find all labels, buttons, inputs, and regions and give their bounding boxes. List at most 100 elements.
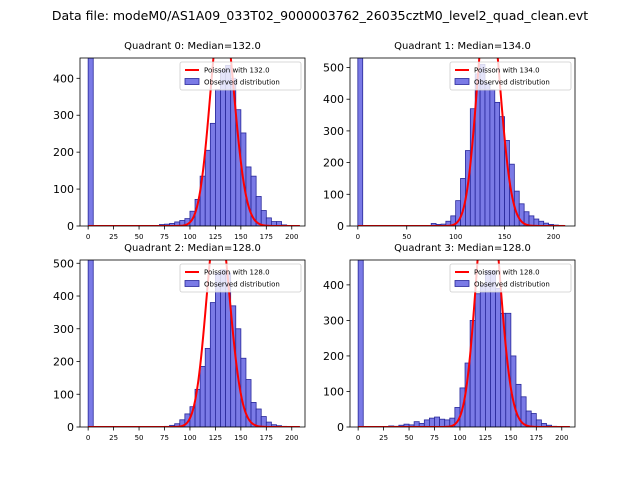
y-tick-label: 500 bbox=[53, 257, 74, 270]
subplot-quadrant-2: 0 25 50 75 100 125 150 175 200 0 100 200 300 400 500 Qu… bbox=[53, 243, 306, 442]
legend-box bbox=[179, 263, 302, 293]
x-tick-label: 0 bbox=[86, 233, 90, 241]
y-tick-label: 300 bbox=[323, 314, 344, 327]
histogram-bar bbox=[260, 210, 267, 226]
histogram-bar bbox=[530, 413, 537, 427]
x-tick-label: 125 bbox=[479, 434, 492, 442]
histogram-bar bbox=[429, 417, 435, 427]
histogram-bar bbox=[434, 416, 440, 427]
histogram-bar bbox=[240, 357, 247, 427]
y-tick-label: 100 bbox=[323, 385, 344, 398]
legend-box bbox=[449, 263, 572, 293]
subplot-quadrant-0: 0 25 50 75 100 125 150 175 200 0 100 200 300 400 Quadr… bbox=[53, 41, 306, 241]
histogram-bar bbox=[199, 366, 206, 427]
histogram-bar bbox=[209, 302, 216, 427]
y-tick-label: 400 bbox=[53, 290, 74, 303]
x-tick-label: 200 bbox=[547, 233, 560, 241]
legend-label-poisson: Poisson with 128.0 bbox=[474, 269, 540, 277]
x-tick-label: 150 bbox=[504, 434, 517, 442]
x-tick-label: 100 bbox=[449, 233, 462, 241]
legend-bar-swatch bbox=[184, 280, 200, 287]
x-tick-label: 100 bbox=[183, 434, 196, 442]
histogram-bar bbox=[215, 272, 221, 427]
x-tick-label: 75 bbox=[160, 233, 169, 241]
y-tick-label: 300 bbox=[53, 109, 74, 122]
x-tick-label: 150 bbox=[234, 434, 247, 442]
x-tick-label: 200 bbox=[285, 434, 298, 442]
legend-label-observed: Observed distribution bbox=[474, 281, 550, 289]
x-tick-label: 25 bbox=[379, 434, 388, 442]
x-tick-label: 75 bbox=[160, 434, 169, 442]
histogram-bar bbox=[474, 293, 481, 427]
subplot-title: Quadrant 0: Median=132.0 bbox=[124, 41, 261, 52]
histogram-bar-zero-spike bbox=[357, 58, 364, 226]
histogram-bar bbox=[255, 408, 262, 427]
x-tick-label: 50 bbox=[135, 233, 144, 241]
y-tick-label: 200 bbox=[323, 157, 344, 170]
x-tick-label: 0 bbox=[356, 233, 360, 241]
subplot-title: Quadrant 3: Median=128.0 bbox=[394, 243, 531, 254]
legend: Poisson with 128.0 Observed distribution bbox=[449, 263, 572, 293]
legend: Poisson with 134.0 Observed distribution bbox=[449, 61, 572, 91]
legend-label-poisson: Poisson with 128.0 bbox=[204, 269, 270, 277]
histogram-bar bbox=[489, 89, 496, 226]
histogram-bar bbox=[495, 288, 502, 427]
histogram-bar bbox=[439, 418, 446, 427]
histogram-bar bbox=[484, 82, 491, 226]
axes-frame bbox=[79, 57, 306, 227]
figure-title: Data file: modeM0/AS1A09_033T02_90000037… bbox=[52, 8, 588, 23]
histogram-bar bbox=[490, 270, 496, 427]
legend-label-observed: Observed distribution bbox=[204, 79, 280, 87]
x-tick-label: 200 bbox=[285, 233, 298, 241]
poisson-curve bbox=[357, 58, 566, 226]
y-tick-label: 200 bbox=[53, 356, 74, 369]
subplot-title: Quadrant 2: Median=128.0 bbox=[124, 243, 261, 254]
histogram-bar-zero-spike bbox=[357, 260, 364, 427]
legend-box bbox=[179, 61, 302, 91]
histogram-bar bbox=[423, 419, 430, 427]
x-tick-label: 175 bbox=[530, 434, 543, 442]
x-tick-label: 25 bbox=[109, 434, 118, 442]
poisson-curve bbox=[88, 58, 300, 226]
x-tick-label: 50 bbox=[402, 233, 411, 241]
histogram-bar-zero-spike bbox=[87, 58, 94, 226]
x-tick-label: 200 bbox=[555, 434, 568, 442]
y-tick-label: 200 bbox=[323, 350, 344, 363]
histogram-bar bbox=[204, 348, 211, 427]
y-tick-label: 400 bbox=[323, 93, 344, 106]
y-tick-label: 100 bbox=[53, 388, 74, 401]
histogram-bar bbox=[485, 270, 491, 427]
legend-bar-swatch bbox=[454, 78, 470, 85]
x-tick-label: 50 bbox=[405, 434, 414, 442]
y-tick-label: 300 bbox=[323, 125, 344, 138]
y-tick-label: 300 bbox=[53, 323, 74, 336]
y-tick-label: 100 bbox=[323, 188, 344, 201]
x-tick-label: 0 bbox=[86, 434, 90, 442]
legend-bar-swatch bbox=[184, 78, 200, 85]
x-tick-label: 150 bbox=[234, 233, 247, 241]
histogram-bar bbox=[209, 122, 216, 226]
y-tick-label: 0 bbox=[337, 421, 344, 434]
y-tick-label: 400 bbox=[323, 279, 344, 292]
subplots: 0 25 50 75 100 125 150 175 200 0 100 200 300 400 Quadr… bbox=[53, 41, 576, 442]
y-tick-label: 0 bbox=[67, 220, 74, 233]
y-tick-label: 0 bbox=[337, 220, 344, 233]
histogram-bar-zero-spike bbox=[87, 260, 94, 427]
x-tick-label: 125 bbox=[209, 233, 222, 241]
histogram-bar bbox=[479, 284, 486, 427]
legend-label-poisson: Poisson with 132.0 bbox=[204, 67, 270, 75]
y-tick-label: 500 bbox=[323, 62, 344, 75]
subplot-quadrant-1: 0 50 100 150 200 0 100 200 300 400 500 Quadrant 1: … bbox=[323, 41, 576, 241]
x-tick-label: 125 bbox=[209, 434, 222, 442]
x-tick-label: 150 bbox=[498, 233, 511, 241]
x-tick-label: 175 bbox=[260, 233, 273, 241]
legend-label-poisson: Poisson with 134.0 bbox=[474, 67, 540, 75]
y-tick-label: 0 bbox=[67, 421, 74, 434]
histogram-bar bbox=[260, 416, 267, 427]
axes-frame bbox=[349, 259, 576, 428]
x-tick-label: 100 bbox=[453, 434, 466, 442]
subplot-title: Quadrant 1: Median=134.0 bbox=[394, 41, 531, 52]
histogram-bar bbox=[220, 269, 226, 427]
y-tick-label: 100 bbox=[53, 183, 74, 196]
